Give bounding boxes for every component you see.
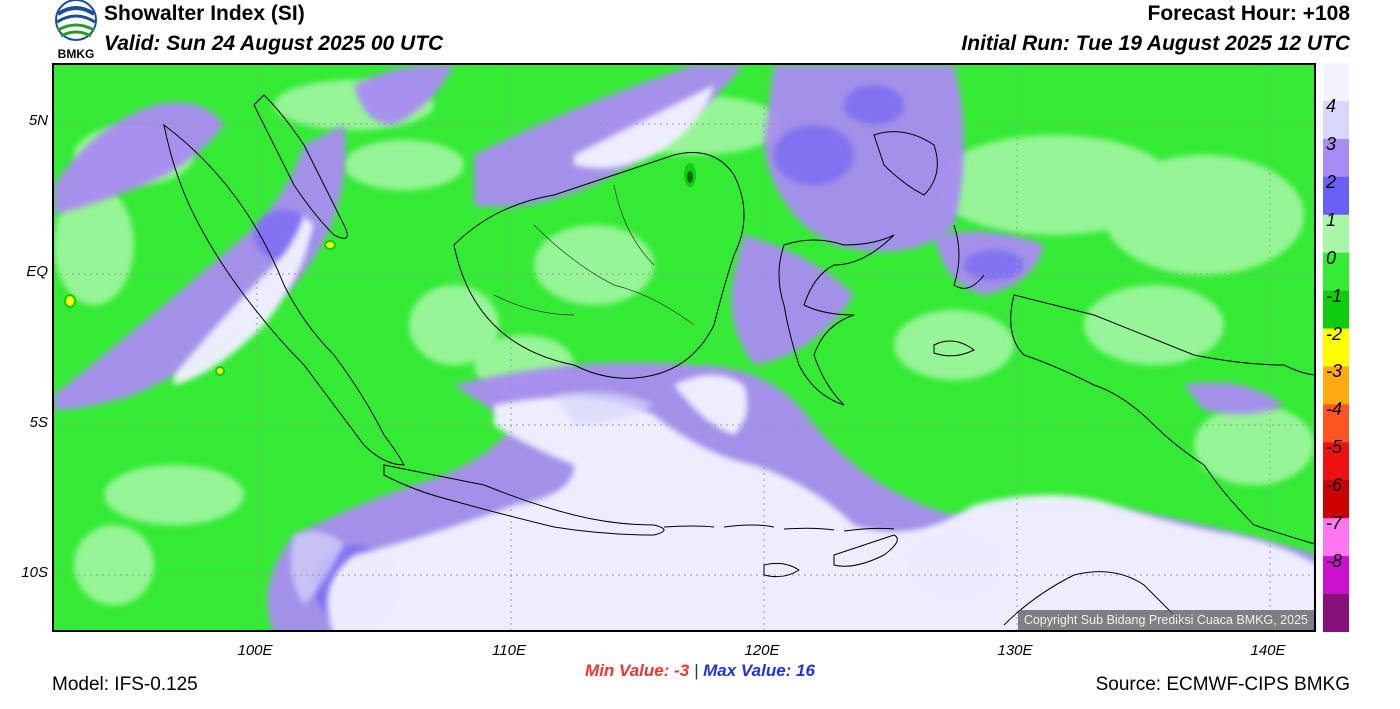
colorbar-swatch [1323,214,1349,254]
colorbar-swatch [1323,328,1349,368]
colorbar-swatch [1323,442,1349,481]
min-max-values: Min Value: -3 | Max Value: 16 [0,661,1400,681]
min-value: Min Value: -3 [585,661,690,680]
colorbar-swatch [1323,404,1349,443]
colorbar-swatch [1323,480,1349,519]
colorbar-tick-label: 0 [1326,247,1337,268]
colorbar-tick-label: -4 [1326,399,1343,420]
colorbar-tick-label: -8 [1326,551,1343,572]
colorbar-tick-label: -3 [1326,361,1343,382]
colorbar-tick-label: -7 [1326,513,1343,534]
colorbar-swatch [1323,100,1349,140]
colorbar-tick-label: 4 [1326,95,1337,116]
colorbar-swatch [1323,138,1349,178]
colorbar-tick-label: -5 [1326,437,1343,458]
colorbar-tick-label: 2 [1326,171,1337,192]
showalter-index-map [52,63,1316,632]
colorbar-tick-label: -1 [1326,285,1343,306]
colorbar-swatch [1323,366,1349,405]
max-value: Max Value: 16 [703,661,815,680]
colorbar-tick-label: -6 [1326,475,1343,496]
colorbar [1323,63,1349,633]
min-max-separator: | [693,661,699,680]
colorbar-swatch [1323,290,1349,330]
colorbar-tick-label: 1 [1326,209,1337,230]
colorbar-swatch [1323,252,1349,292]
lon-label-120e: 120E [744,642,780,659]
lon-label-100e: 100E [237,642,273,659]
forecast-hour: Forecast Hour: +108 [1147,2,1351,25]
colorbar-swatch [1323,176,1349,216]
lon-label-130e: 130E [997,642,1033,659]
initial-run: Initial Run: Tue 19 August 2025 12 UTC [961,32,1350,55]
logo-text: BMKG [58,47,95,60]
lat-label-5s: 5S [29,414,48,431]
map-title: Showalter Index (SI) [104,2,305,25]
colorbar-swatch [1323,63,1349,102]
copyright-notice: Copyright Sub Bidang Prediksi Cuaca BMKG… [1017,610,1314,630]
colorbar-tick-label: 3 [1326,133,1337,154]
lon-label-110e: 110E [492,642,526,659]
colorbar-swatch [1323,594,1349,633]
lat-label-eq: EQ [26,263,48,280]
colorbar-swatch [1323,556,1349,595]
colorbar-swatch [1323,518,1349,557]
bmkg-logo: BMKG [52,0,100,61]
colorbar-tick-label: -2 [1326,323,1343,344]
model-name: Model: IFS-0.125 [52,674,198,695]
lon-label-140e: 140E [1250,642,1286,659]
data-source: Source: ECMWF-CIPS BMKG [1095,674,1350,695]
lat-label-10s: 10S [21,564,48,581]
lat-label-5n: 5N [28,112,48,129]
valid-time: Valid: Sun 24 August 2025 00 UTC [104,32,444,55]
